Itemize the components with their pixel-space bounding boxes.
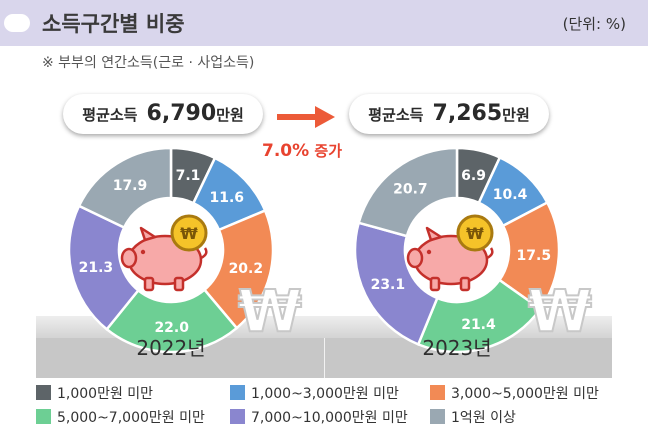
slice-label: 22.0	[154, 320, 189, 336]
right-arrow-icon	[277, 106, 335, 128]
header-bullet-icon	[4, 14, 30, 32]
slice-label: 7.1	[176, 168, 201, 184]
legend-label: 1,000만원 미만	[57, 386, 154, 402]
average-label: 평균소득	[368, 106, 424, 124]
svg-text:₩: ₩	[466, 224, 484, 243]
legend-swatch	[36, 385, 51, 400]
slice-label: 17.5	[517, 248, 552, 264]
year-label-2022: 2022년	[136, 336, 206, 360]
slice-label: 10.4	[493, 187, 528, 203]
svg-text:₩: ₩	[180, 224, 198, 243]
legend-label: 7,000~10,000만원 미만	[251, 410, 408, 426]
page-title: 소득구간별 비중	[42, 12, 185, 36]
average-label: 평균소득	[82, 106, 138, 124]
donut-chart-2023: 6.9 10.4 17.5 21.4 23.1 20.7 ₩	[353, 146, 561, 354]
slice-label: 23.1	[371, 277, 406, 293]
growth-label: 증가	[314, 142, 342, 160]
average-value: 6,790	[146, 101, 217, 126]
legend-label: 5,000~7,000만원 미만	[57, 410, 205, 426]
unit-label: (단위: %)	[562, 15, 626, 33]
legend-swatch	[230, 409, 245, 424]
piggy-bank-icon: ₩	[120, 214, 208, 292]
donut-slice	[77, 146, 173, 230]
donut-slice	[67, 204, 141, 332]
header-bar: 소득구간별 비중 (단위: %)	[0, 0, 648, 46]
slice-label: 17.9	[113, 178, 148, 194]
average-income-2022: 평균소득 6,790만원	[63, 94, 263, 134]
won-sign-icon: ₩	[527, 277, 593, 345]
legend-item: 5,000~7,000만원 미만	[36, 408, 205, 428]
average-income-2023: 평균소득 7,265만원	[349, 94, 549, 134]
slice-label: 6.9	[461, 168, 486, 184]
stage-divider	[324, 338, 325, 378]
donut-slice	[357, 146, 459, 238]
donut-slice	[105, 288, 239, 354]
slice-label: 21.4	[461, 317, 496, 333]
legend-label: 1억원 이상	[451, 410, 516, 426]
average-value: 7,265	[432, 101, 503, 126]
legend-label: 1,000~3,000만원 미만	[251, 386, 399, 402]
average-unit: 만원	[502, 106, 530, 124]
piggy-bank-icon: ₩	[406, 214, 494, 292]
slice-label: 21.3	[79, 260, 114, 276]
donut-chart-2022: 7.1 11.6 20.2 22.0 21.3 17.9 ₩	[67, 146, 275, 354]
won-sign-icon: ₩	[237, 277, 303, 345]
legend-item: 3,000~5,000만원 미만	[430, 384, 599, 404]
legend-swatch	[430, 409, 445, 424]
legend-item: 1,000만원 미만	[36, 384, 153, 404]
legend-swatch	[230, 385, 245, 400]
note-text: ※ 부부의 연간소득(근로 · 사업소득)	[42, 55, 255, 71]
year-label-2023: 2023년	[422, 336, 492, 360]
slice-label: 20.2	[229, 261, 264, 277]
legend-item: 1,000~3,000만원 미만	[230, 384, 399, 404]
donut-slice	[416, 278, 543, 354]
donut-slice	[202, 208, 275, 330]
legend-item: 7,000~10,000만원 미만	[230, 408, 408, 428]
donut-slice	[353, 221, 439, 346]
slice-label: 20.7	[393, 182, 428, 198]
legend-label: 3,000~5,000만원 미만	[451, 386, 599, 402]
legend-swatch	[36, 409, 51, 424]
growth-value: 7.0%	[262, 141, 310, 161]
legend-item: 1억원 이상	[430, 408, 516, 428]
average-unit: 만원	[216, 106, 244, 124]
growth-text: 7.0% 증가	[262, 140, 342, 161]
slice-label: 11.6	[209, 190, 244, 206]
legend-swatch	[430, 385, 445, 400]
